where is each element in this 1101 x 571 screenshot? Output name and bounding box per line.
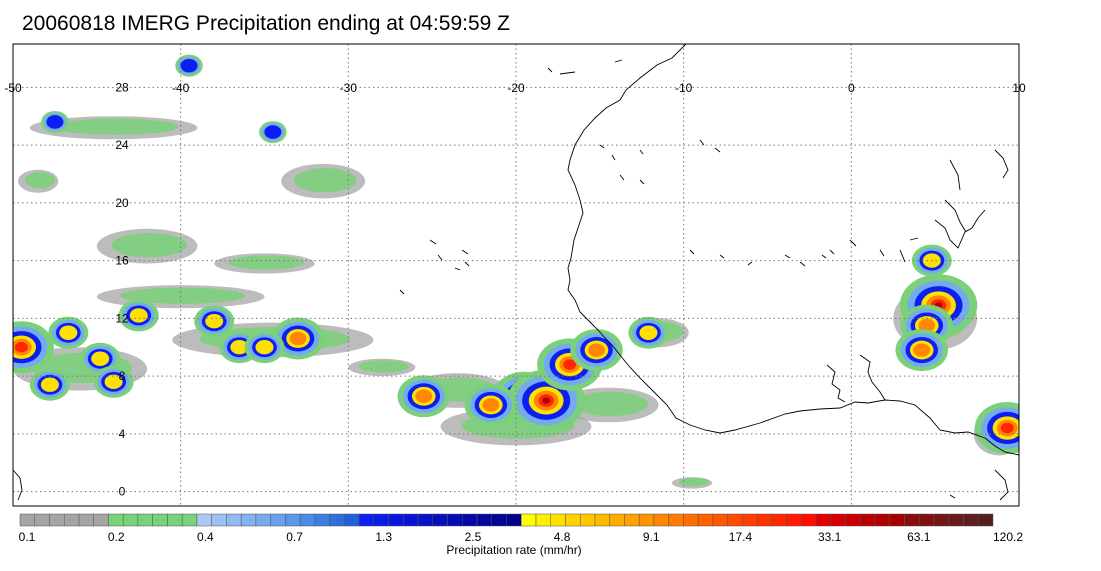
lake-chad	[994, 149, 1009, 179]
map-grid	[13, 44, 1019, 506]
precipitation-cell	[91, 351, 110, 366]
precipitation-cell	[205, 314, 224, 329]
lake-volta	[826, 364, 846, 403]
map-frame	[12, 43, 1020, 507]
light-rain-core	[358, 360, 410, 373]
niger-river	[934, 209, 986, 249]
precipitation-cell	[59, 325, 78, 340]
light-rain-core	[111, 232, 187, 258]
light-rain-core	[119, 287, 246, 304]
precipitation-cell	[542, 397, 551, 404]
africa-coastline	[567, 44, 1019, 456]
inland-water-1	[689, 249, 835, 267]
gulf-coast-detail	[859, 354, 886, 401]
longitude-label: -50	[4, 81, 22, 95]
colorbar-label: Precipitation rate (mm/hr)	[446, 543, 582, 557]
precipitation-cell	[913, 343, 931, 357]
light-rain-core	[572, 391, 648, 417]
cape-verde	[399, 239, 470, 295]
coast-east-bottom	[949, 469, 1009, 501]
longitude-label: -30	[340, 81, 358, 95]
light-rain-core	[228, 255, 305, 270]
latitude-label: 0	[119, 485, 126, 499]
latitude-label: 12	[115, 311, 129, 325]
precipitation-cell	[563, 359, 577, 370]
light-rain-core	[293, 168, 357, 193]
canary-islands	[547, 59, 623, 75]
latitude-labels: 28 24 20 16 12 8 4 0	[115, 80, 129, 498]
precipitation-cell	[289, 331, 307, 346]
precipitation-cell	[482, 398, 500, 412]
longitude-label: 0	[848, 81, 855, 95]
longitude-label: -40	[172, 81, 190, 95]
latitude-label: 20	[115, 196, 129, 210]
latitude-label: 8	[119, 369, 126, 383]
longitude-labels: -50 -40 -30 -20 -10 0 10	[4, 81, 1026, 95]
precipitation-cell	[104, 374, 123, 390]
precipitation-cell	[14, 341, 28, 353]
latitude-label: 24	[115, 138, 129, 152]
river-east	[944, 199, 967, 233]
longitude-label: -10	[675, 81, 693, 95]
page-title: 20060818 IMERG Precipitation ending at 0…	[22, 12, 510, 35]
inland-water-2	[599, 139, 721, 185]
latitude-label: 4	[119, 427, 126, 441]
precipitation-cell	[46, 115, 64, 129]
coastline	[13, 44, 1019, 501]
latitude-label: 16	[115, 254, 129, 268]
precipitation-cell	[180, 58, 198, 73]
light-rain-core	[678, 477, 710, 486]
light-rain-core	[25, 172, 56, 189]
precipitation-cell	[230, 339, 249, 355]
precipitation-cell	[639, 325, 658, 340]
precipitation-cell	[255, 339, 274, 355]
precipitation-cell	[918, 318, 936, 333]
precipitation-layer	[13, 54, 1019, 489]
coast-west-corner	[13, 469, 23, 501]
precipitation-cell	[588, 343, 605, 357]
precipitation-cell	[129, 308, 148, 323]
longitude-label: 10	[1012, 81, 1026, 95]
light-rain-core	[52, 118, 179, 135]
precipitation-cell	[1000, 422, 1014, 434]
precipitation-cell	[40, 377, 59, 392]
inland-water-3	[849, 237, 919, 263]
latitude-label: 28	[115, 80, 129, 94]
precipitation-cell	[415, 389, 433, 403]
longitude-label: -20	[507, 81, 525, 95]
river-north	[949, 159, 961, 191]
precipitation-cell	[264, 125, 282, 139]
